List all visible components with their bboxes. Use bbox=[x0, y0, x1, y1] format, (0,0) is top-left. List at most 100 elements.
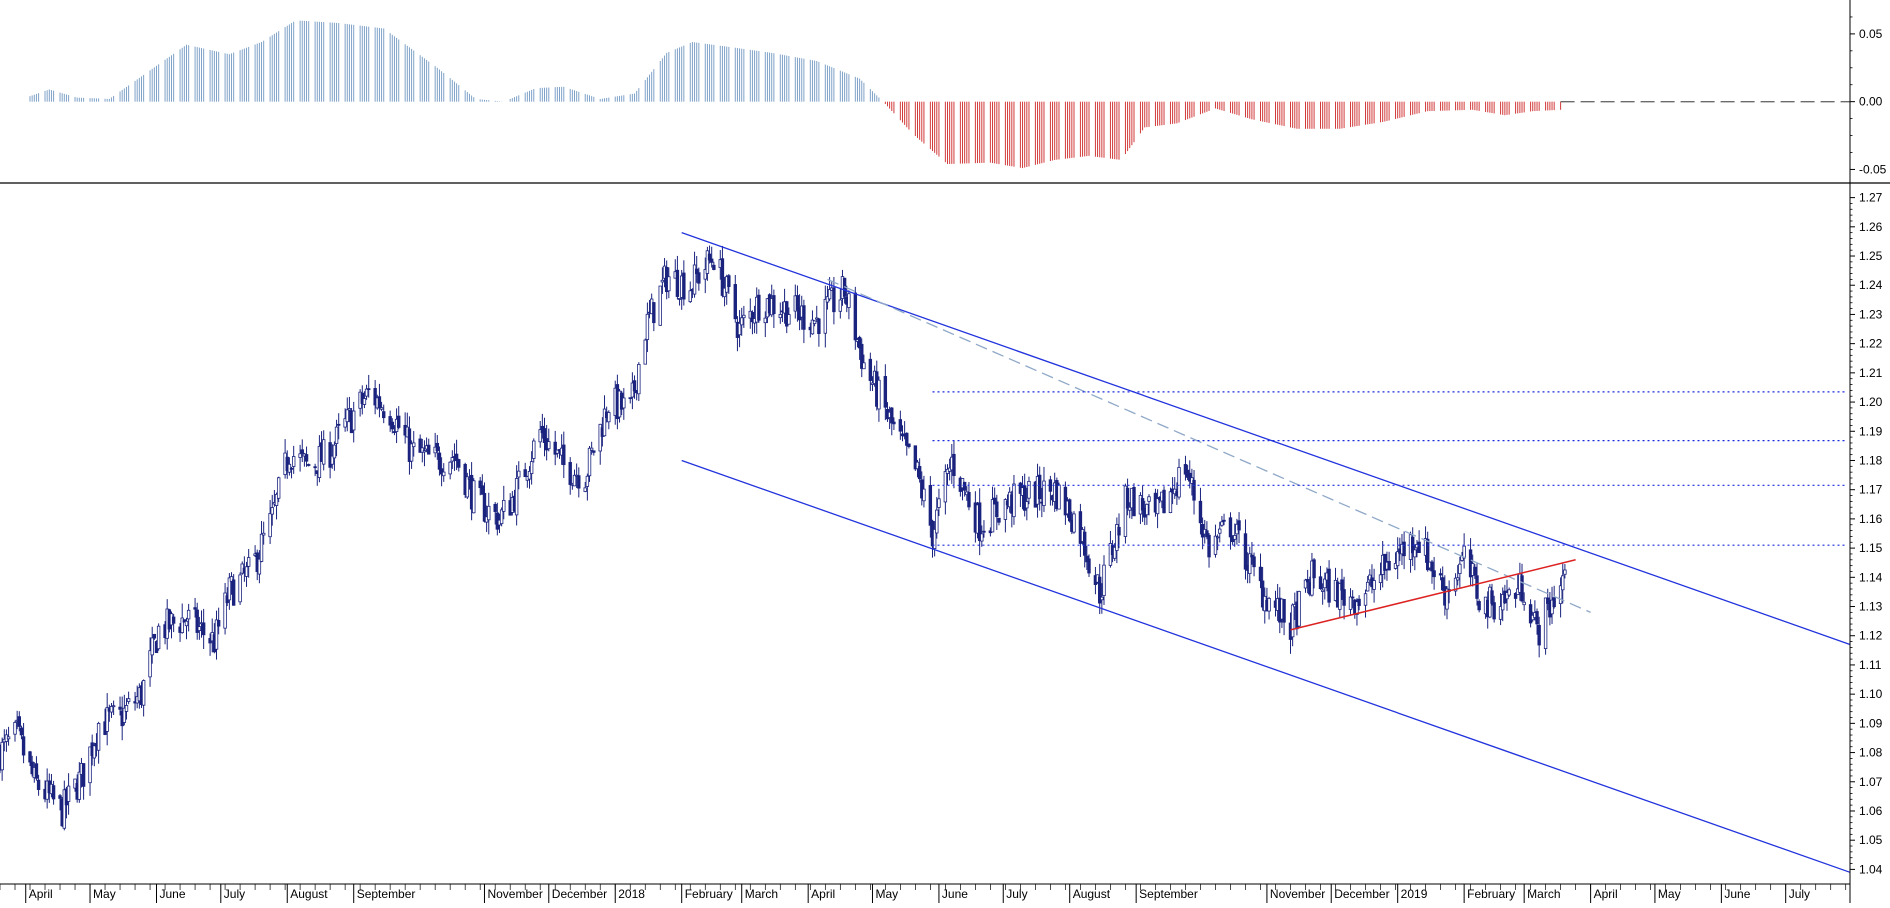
candle-body bbox=[712, 264, 716, 270]
candle-body bbox=[632, 380, 637, 392]
price-candle bbox=[577, 467, 581, 498]
price-candle bbox=[1318, 565, 1323, 590]
price-candle bbox=[390, 418, 394, 434]
candle-body bbox=[527, 470, 532, 480]
candle-body bbox=[77, 771, 82, 800]
price-candle bbox=[785, 300, 789, 334]
price-candle bbox=[740, 307, 744, 336]
price-candle bbox=[186, 603, 191, 632]
price-candle bbox=[1177, 458, 1181, 500]
price-candle bbox=[1220, 515, 1224, 527]
candle-body bbox=[992, 497, 997, 505]
price-candle bbox=[1522, 592, 1526, 611]
candle-body bbox=[1102, 564, 1106, 596]
candle-body bbox=[1125, 487, 1130, 509]
candle-body bbox=[1218, 528, 1222, 534]
price-candle bbox=[697, 267, 701, 291]
candle-body bbox=[1117, 526, 1121, 536]
price-candle bbox=[1456, 565, 1460, 586]
price-candle bbox=[967, 482, 971, 511]
price-candle bbox=[412, 431, 416, 457]
candle-body bbox=[1318, 576, 1323, 590]
candle-body bbox=[915, 461, 920, 470]
candle-body bbox=[1132, 486, 1136, 517]
price-candle bbox=[1218, 521, 1222, 543]
price-candle bbox=[995, 494, 999, 531]
candle-body bbox=[1222, 519, 1226, 522]
y-tick-label: 1.05 bbox=[1859, 833, 1883, 847]
price-candle bbox=[1468, 538, 1473, 587]
candle-body bbox=[643, 339, 647, 365]
candle-body bbox=[892, 421, 896, 425]
price-candle bbox=[1025, 487, 1029, 521]
candle-body bbox=[667, 276, 671, 292]
candle-body bbox=[214, 619, 219, 650]
y-tick-label: 1.22 bbox=[1859, 337, 1883, 351]
candle-body bbox=[180, 617, 184, 634]
candle-body bbox=[707, 253, 712, 261]
candle-body bbox=[1432, 570, 1436, 578]
candle-body bbox=[1192, 479, 1196, 501]
price-candle bbox=[1048, 475, 1053, 506]
price-candle bbox=[420, 438, 425, 463]
price-candle bbox=[427, 438, 431, 455]
candle-body bbox=[448, 461, 452, 475]
candle-body bbox=[6, 736, 11, 740]
price-candle bbox=[257, 550, 262, 584]
price-candle bbox=[907, 443, 911, 449]
candle-body bbox=[300, 449, 304, 454]
price-candle bbox=[304, 446, 309, 467]
candle-body bbox=[268, 513, 272, 538]
x-tick-label: May bbox=[1658, 887, 1681, 901]
candle-body bbox=[838, 299, 843, 312]
price-candle bbox=[238, 572, 242, 605]
price-candle bbox=[343, 408, 347, 432]
candle-body bbox=[694, 268, 699, 275]
price-candle bbox=[227, 573, 232, 610]
price-candle bbox=[1128, 502, 1132, 519]
price-candle bbox=[1113, 543, 1117, 562]
price-candle bbox=[568, 457, 572, 495]
price-candle bbox=[598, 423, 602, 465]
candle-body bbox=[757, 294, 761, 321]
price-candle bbox=[1145, 503, 1149, 525]
candle-body bbox=[81, 763, 86, 787]
price-candle bbox=[1363, 589, 1368, 618]
y-tick-label: 1.04 bbox=[1859, 862, 1883, 876]
price-candle bbox=[478, 476, 482, 496]
candle-body bbox=[397, 415, 401, 428]
price-candle bbox=[246, 548, 251, 578]
price-candle bbox=[1348, 588, 1353, 616]
candle-body bbox=[427, 444, 431, 455]
candle-body bbox=[868, 358, 873, 381]
candle-body bbox=[1123, 485, 1128, 537]
candle-body bbox=[261, 532, 266, 536]
candle-body bbox=[1113, 546, 1117, 559]
price-candle bbox=[572, 469, 577, 487]
candle-body bbox=[388, 416, 392, 426]
price-candle bbox=[6, 726, 11, 746]
y-tick-label: 1.15 bbox=[1859, 541, 1883, 555]
y-tick-label: 1.06 bbox=[1859, 804, 1883, 818]
price-candle bbox=[1183, 455, 1188, 481]
price-candle bbox=[997, 517, 1001, 526]
price-candle bbox=[523, 462, 527, 478]
price-candle bbox=[532, 438, 536, 463]
candle-body bbox=[1213, 535, 1218, 555]
candle-body bbox=[742, 314, 746, 319]
x-tick-label: July bbox=[224, 887, 245, 901]
candle-body bbox=[532, 440, 536, 459]
candle-body bbox=[392, 431, 397, 433]
candle-body bbox=[306, 464, 311, 466]
price-candle bbox=[377, 383, 382, 418]
price-candle bbox=[1473, 564, 1477, 579]
price-candle bbox=[306, 463, 311, 467]
candle-body bbox=[1350, 596, 1355, 599]
price-candle bbox=[332, 441, 337, 471]
candle-body bbox=[1072, 513, 1076, 533]
y-tick-label: 1.14 bbox=[1859, 570, 1883, 584]
price-candle bbox=[439, 457, 444, 487]
price-candle bbox=[330, 444, 334, 469]
price-candle bbox=[442, 463, 446, 482]
candle-body bbox=[122, 707, 127, 723]
